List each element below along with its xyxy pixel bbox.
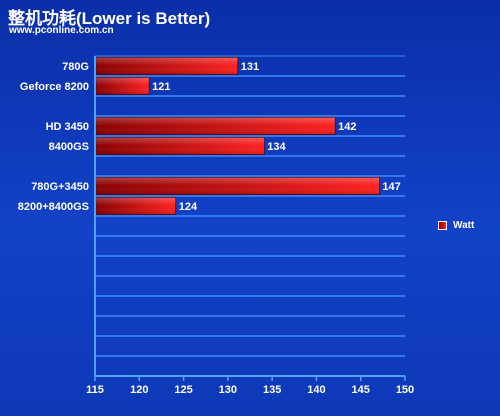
- bar-shine: [96, 57, 238, 75]
- bar-shine: [96, 177, 380, 195]
- x-tick-label: 115: [86, 384, 104, 396]
- x-tick-label: 130: [219, 384, 237, 396]
- x-tick-label: 135: [263, 384, 281, 396]
- value-label: 134: [267, 141, 286, 153]
- chart-title: 整机功耗(Lower is Better): [8, 9, 211, 28]
- category-label: Geforce 8200: [20, 81, 89, 93]
- bar-shine: [96, 117, 336, 135]
- x-tick-label: 145: [352, 384, 370, 396]
- legend-label: Watt: [453, 220, 475, 231]
- value-label: 124: [179, 201, 198, 213]
- value-label: 121: [152, 81, 170, 93]
- chart-subtitle: www.pconline.com.cn: [9, 25, 114, 36]
- category-label: 780G: [62, 61, 89, 73]
- legend-swatch: [438, 221, 447, 230]
- x-tick-label: 150: [396, 384, 414, 396]
- value-label: 131: [241, 61, 259, 73]
- value-label: 142: [338, 121, 356, 133]
- category-label: 780G+3450: [31, 181, 89, 193]
- bar-shine: [96, 77, 150, 95]
- value-label: 147: [382, 181, 400, 193]
- x-tick-label: 140: [307, 384, 325, 396]
- category-label: 8200+8400GS: [18, 201, 89, 213]
- x-tick-label: 125: [174, 384, 192, 396]
- x-tick-label: 120: [130, 384, 148, 396]
- category-label: 8400GS: [49, 141, 89, 153]
- category-label: HD 3450: [46, 121, 89, 133]
- bar-shine: [96, 197, 176, 215]
- bar-shine: [96, 137, 265, 155]
- legend: Watt: [438, 220, 474, 231]
